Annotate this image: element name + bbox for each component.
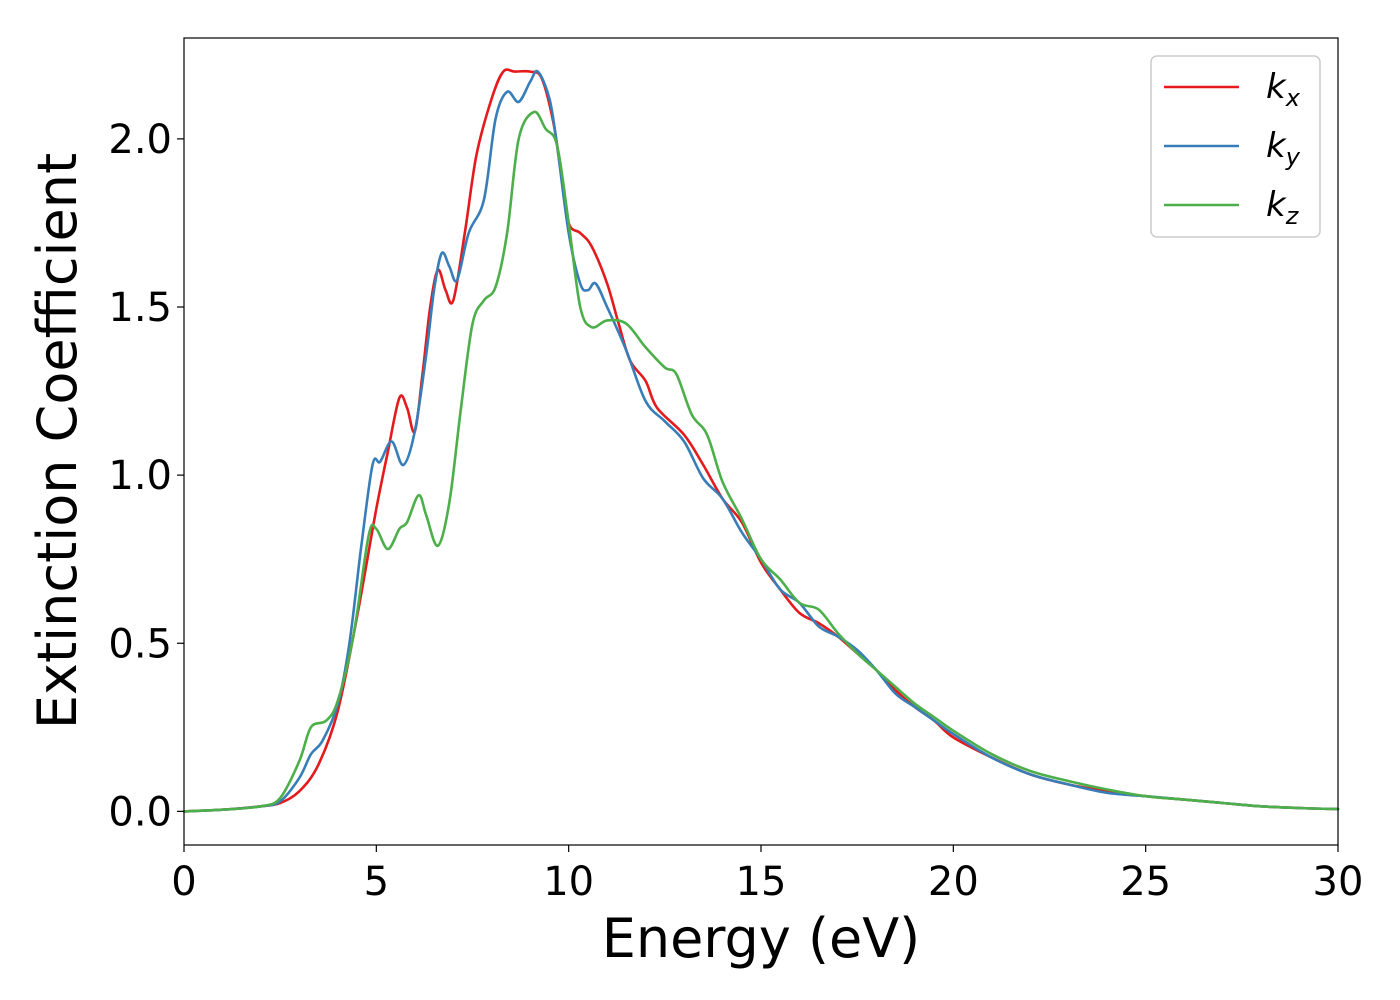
x-axis-label: Energy (eV) — [602, 907, 921, 970]
legend-label-ky: ky — [1266, 126, 1301, 171]
series-line-ky — [182, 69, 1340, 813]
x-tick-label: 10 — [543, 859, 594, 905]
legend-entries: kx ky kz — [1164, 67, 1301, 230]
plot-area — [182, 37, 1340, 846]
x-tick-label: 15 — [736, 859, 787, 905]
x-tick-label: 0 — [171, 859, 196, 905]
y-tick-label: 1.0 — [108, 453, 172, 499]
x-tick-label: 20 — [928, 859, 979, 905]
series-layer — [182, 68, 1340, 813]
x-tick-label: 30 — [1313, 859, 1364, 905]
series-line-kz — [182, 110, 1340, 813]
y-tick-label: 0.5 — [108, 621, 172, 667]
series-line-kx — [182, 68, 1340, 813]
y-axis: 0.0 0.5 1.0 1.5 2.0 — [108, 117, 184, 835]
x-tick-label: 25 — [1120, 859, 1171, 905]
y-tick-label: 2.0 — [108, 117, 172, 163]
legend-label-kz: kz — [1266, 185, 1300, 230]
y-axis-label: Extinction Coefficient — [26, 153, 89, 729]
legend-label-kx: kx — [1266, 67, 1301, 112]
x-tick-label: 5 — [364, 859, 389, 905]
y-tick-label: 1.5 — [108, 285, 172, 331]
legend: kx ky kz — [1150, 55, 1321, 238]
y-tick-label: 0.0 — [108, 789, 172, 835]
x-axis: 0 5 10 15 20 25 30 — [171, 845, 1363, 905]
